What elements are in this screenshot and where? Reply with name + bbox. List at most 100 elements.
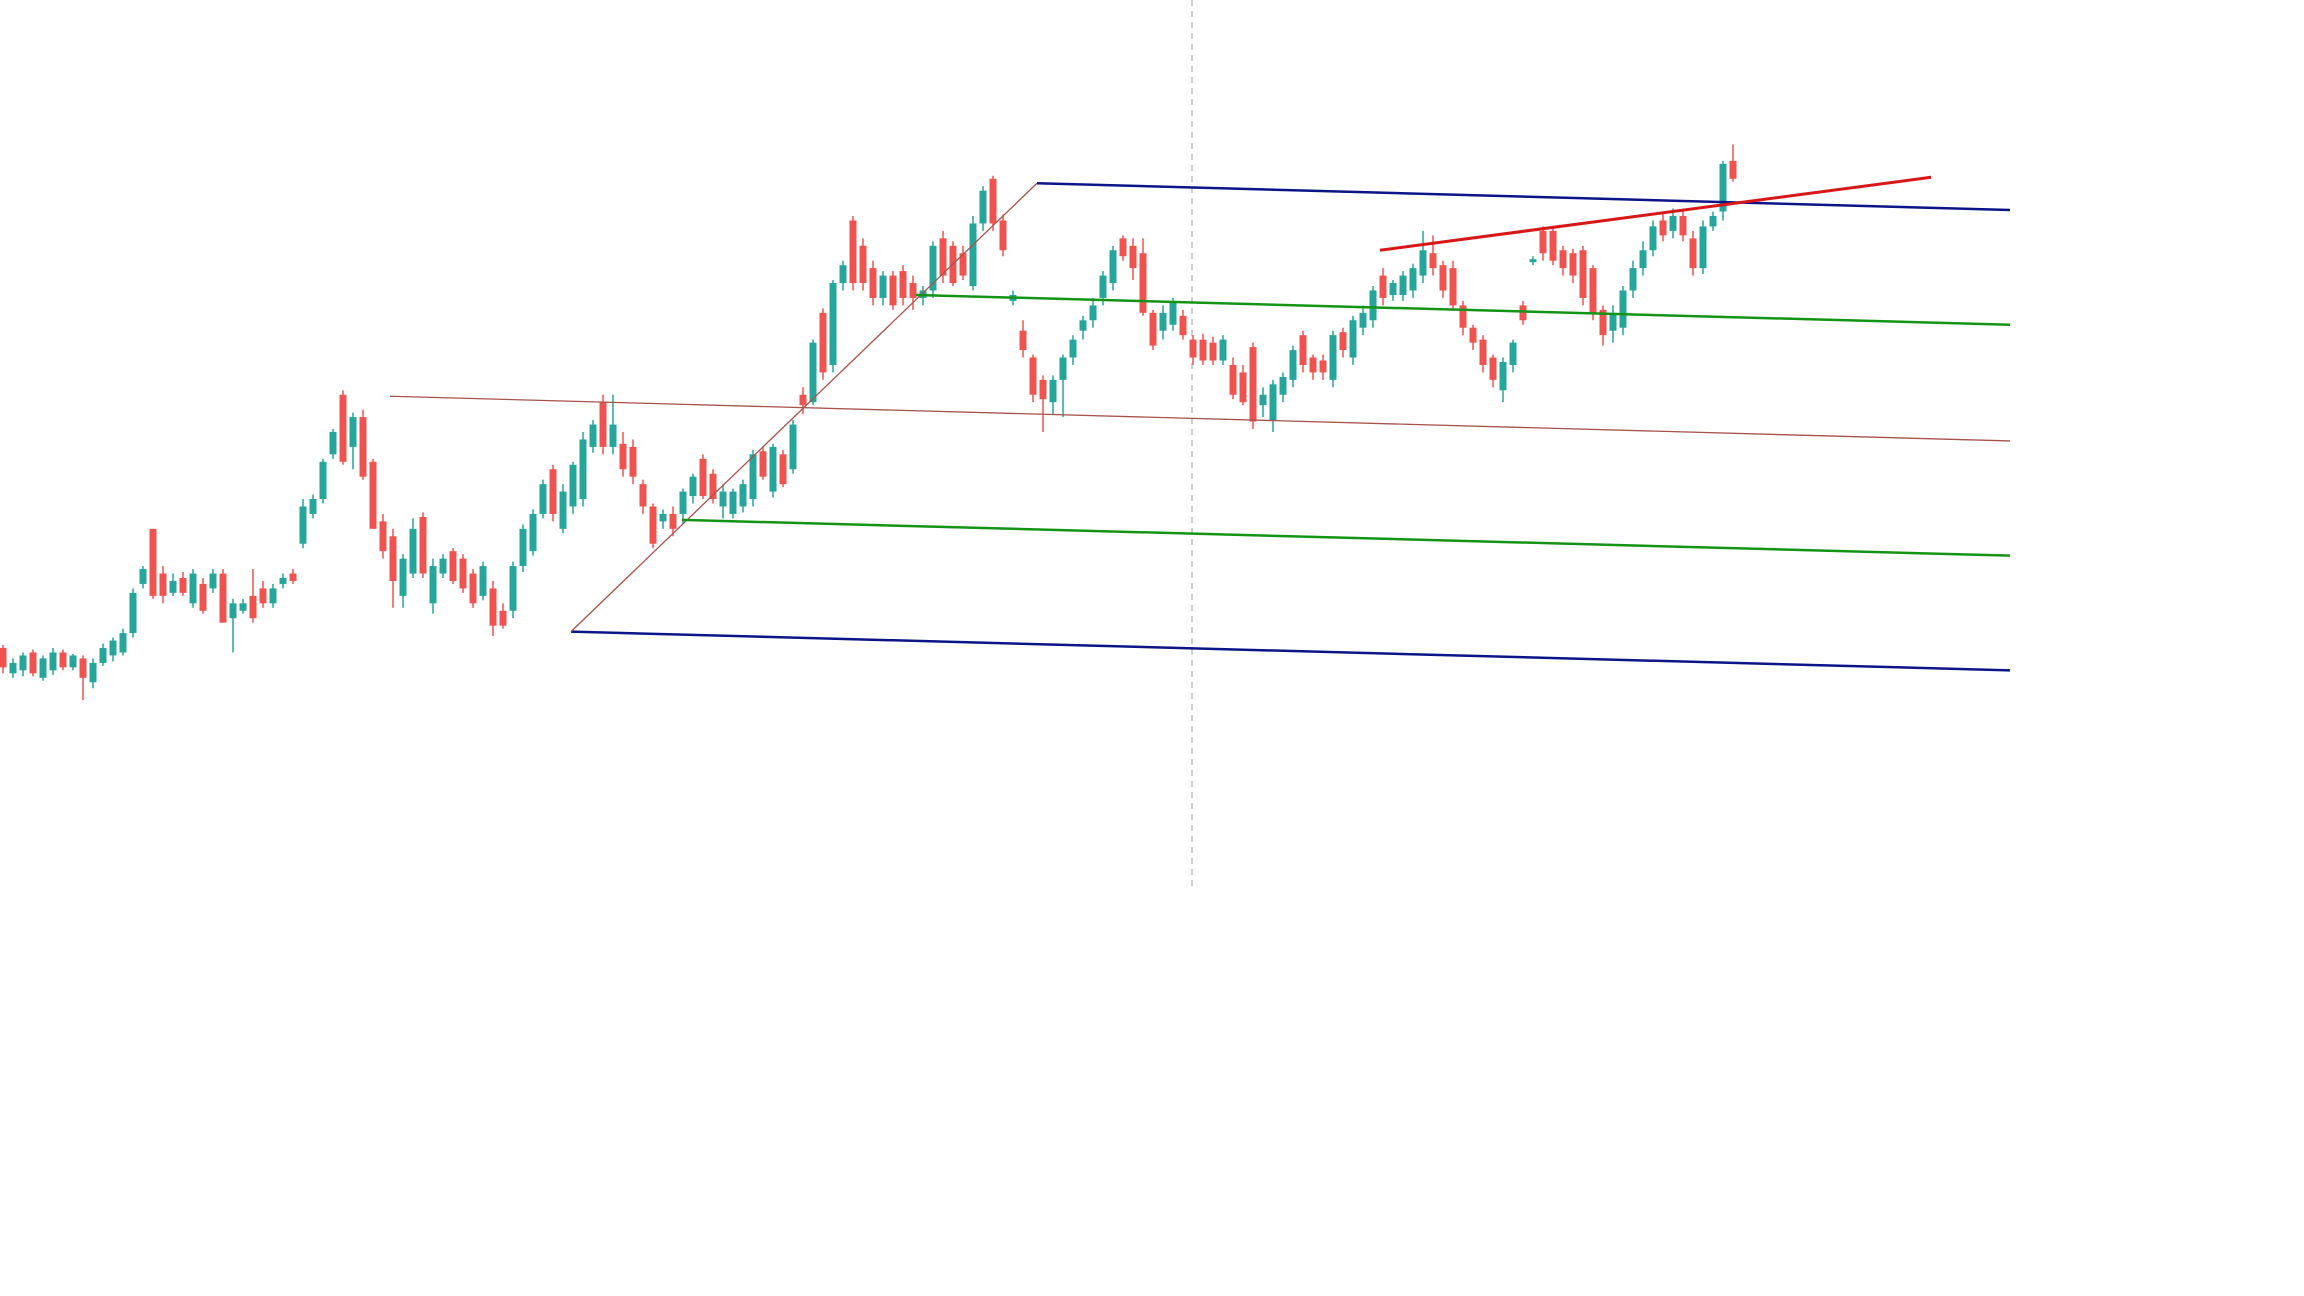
candle-body — [489, 588, 497, 626]
candle-body — [69, 655, 77, 668]
candle-body — [979, 190, 987, 224]
candle-body — [619, 443, 627, 470]
candle-body — [989, 178, 997, 224]
candle-body — [209, 573, 217, 589]
candle-body — [779, 454, 787, 485]
candle-body — [1239, 372, 1247, 403]
candle-body — [259, 588, 267, 604]
candle-body — [1599, 309, 1607, 336]
candle-body — [1289, 350, 1297, 380]
candle-body — [299, 506, 307, 544]
candle-body — [1709, 216, 1717, 227]
candle-body — [1219, 339, 1227, 361]
candle-body — [1489, 357, 1497, 380]
candle-body — [1349, 320, 1357, 358]
candle-body — [1509, 342, 1517, 365]
candle-body — [1019, 330, 1027, 351]
candle-body — [429, 566, 437, 604]
candle-body — [1729, 160, 1737, 179]
candle-body — [1359, 312, 1367, 328]
candle-body — [909, 283, 917, 298]
candle-body — [1089, 305, 1097, 321]
candle-body — [1309, 357, 1317, 373]
candle-body — [529, 513, 537, 552]
candle-body — [109, 640, 117, 656]
trend-line — [915, 293, 2011, 326]
candle-body — [1149, 312, 1157, 346]
candle-body — [1689, 238, 1697, 269]
candle-body — [1369, 290, 1377, 321]
candle-body — [39, 658, 47, 678]
candle-body — [1059, 357, 1067, 380]
candle-body — [1189, 339, 1197, 358]
candle-body — [89, 662, 97, 683]
candle-body — [169, 580, 177, 593]
candle-body — [269, 588, 277, 604]
candle-body — [129, 592, 137, 634]
candle-body — [1099, 275, 1107, 298]
candle-body — [609, 424, 617, 447]
candle-body — [1529, 259, 1537, 263]
candle-body — [639, 484, 647, 507]
candle-body — [229, 603, 237, 619]
candle-body — [1049, 379, 1057, 403]
candle-body — [809, 342, 817, 403]
candle-body — [629, 446, 637, 477]
candle-body — [699, 458, 707, 497]
candle-body — [1499, 361, 1507, 391]
candle-body — [419, 516, 427, 574]
trend-line — [570, 630, 2011, 672]
candle-body — [829, 283, 837, 365]
candle-body — [1069, 339, 1077, 358]
candle-body — [1619, 290, 1627, 328]
candle-body — [139, 569, 147, 584]
candle-body — [719, 491, 727, 507]
candle-body — [1389, 283, 1397, 295]
candle-body — [1379, 275, 1387, 298]
trend-line — [1036, 181, 2011, 212]
candle-body — [1569, 253, 1577, 276]
trend-line — [389, 395, 2011, 442]
candle-body — [459, 558, 467, 589]
candle-body — [59, 652, 67, 668]
candle-body — [1699, 226, 1707, 269]
candle-body — [1639, 250, 1647, 269]
candle-body — [969, 223, 977, 287]
candle-body — [1029, 357, 1037, 395]
candle-body — [1539, 230, 1547, 254]
candle-body — [669, 513, 677, 529]
candle-body — [1459, 305, 1467, 328]
candle-body — [1429, 253, 1437, 269]
candle-body — [469, 573, 477, 604]
candle-body — [1109, 250, 1117, 284]
candle-body — [319, 461, 327, 500]
candle-body — [379, 521, 387, 552]
candle-body — [239, 603, 247, 611]
candle-body — [769, 446, 777, 492]
candle-body — [999, 220, 1007, 251]
candle-body — [369, 461, 377, 529]
candle-body — [439, 558, 447, 574]
candle-body — [189, 573, 197, 604]
candle-body — [599, 402, 607, 447]
candle-body — [179, 577, 187, 593]
candle-body — [1319, 360, 1327, 373]
candle-body — [659, 513, 667, 522]
candle-body — [1479, 339, 1487, 365]
candle-body — [79, 658, 87, 678]
candle-body — [1589, 268, 1597, 313]
candle-body — [1209, 342, 1217, 361]
candle-body — [1439, 265, 1447, 291]
candle-body — [819, 312, 827, 373]
candle-body — [1629, 268, 1637, 291]
candle-body — [849, 220, 857, 284]
candle-body — [1449, 268, 1457, 306]
candle-body — [1329, 335, 1337, 380]
candle-body — [1679, 216, 1687, 236]
candle-body — [359, 417, 367, 477]
candle-body — [1419, 250, 1427, 276]
candle-body — [939, 238, 947, 276]
candle-body — [219, 573, 227, 623]
candle-body — [1179, 315, 1187, 336]
candle-body — [479, 566, 487, 596]
